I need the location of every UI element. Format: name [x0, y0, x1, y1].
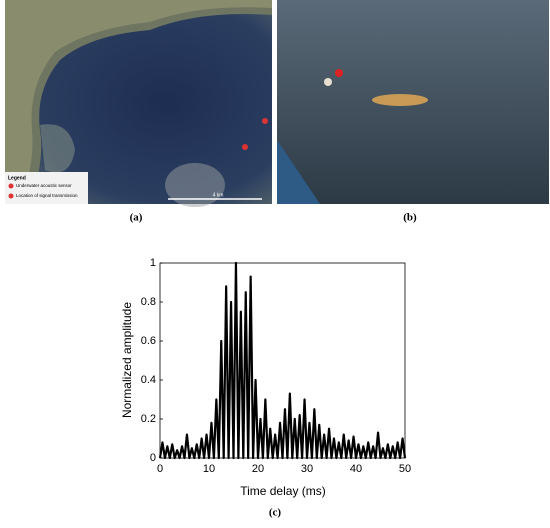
- plot-frame: [159, 262, 406, 459]
- panel-label: (b): [403, 212, 417, 224]
- signal-line: [158, 261, 407, 460]
- legend-title: Legend: [8, 175, 26, 181]
- y-tick-label: 0.2: [141, 413, 156, 425]
- x-tick-label: 10: [203, 463, 215, 475]
- y-tick-label: 1: [150, 257, 156, 269]
- x-tick-label: 30: [301, 463, 313, 475]
- legend-item: Location of signal transmission: [16, 193, 78, 198]
- x-tick-label: 0: [157, 463, 163, 475]
- y-tick-label: 0.4: [141, 374, 156, 386]
- y-axis-label: Normalized amplitude: [120, 302, 134, 418]
- map-image: Legend Underwater acoustic sensor Locati…: [5, 0, 272, 207]
- x-tick-label: 40: [350, 463, 362, 475]
- panel-label: (a): [130, 212, 143, 224]
- legend-item: Underwater acoustic sensor: [16, 183, 72, 188]
- y-tick-label: 0.8: [141, 296, 156, 308]
- y-tick-label: 0: [150, 452, 156, 464]
- panel-label: (c): [269, 507, 282, 519]
- y-tick-label: 0.6: [141, 335, 156, 347]
- x-tick-label: 20: [252, 463, 264, 475]
- photo-image: [277, 0, 549, 204]
- x-axis-label: Time delay (ms): [240, 484, 326, 498]
- x-tick-label: 50: [399, 463, 411, 475]
- scale-label: 4 km: [213, 192, 224, 198]
